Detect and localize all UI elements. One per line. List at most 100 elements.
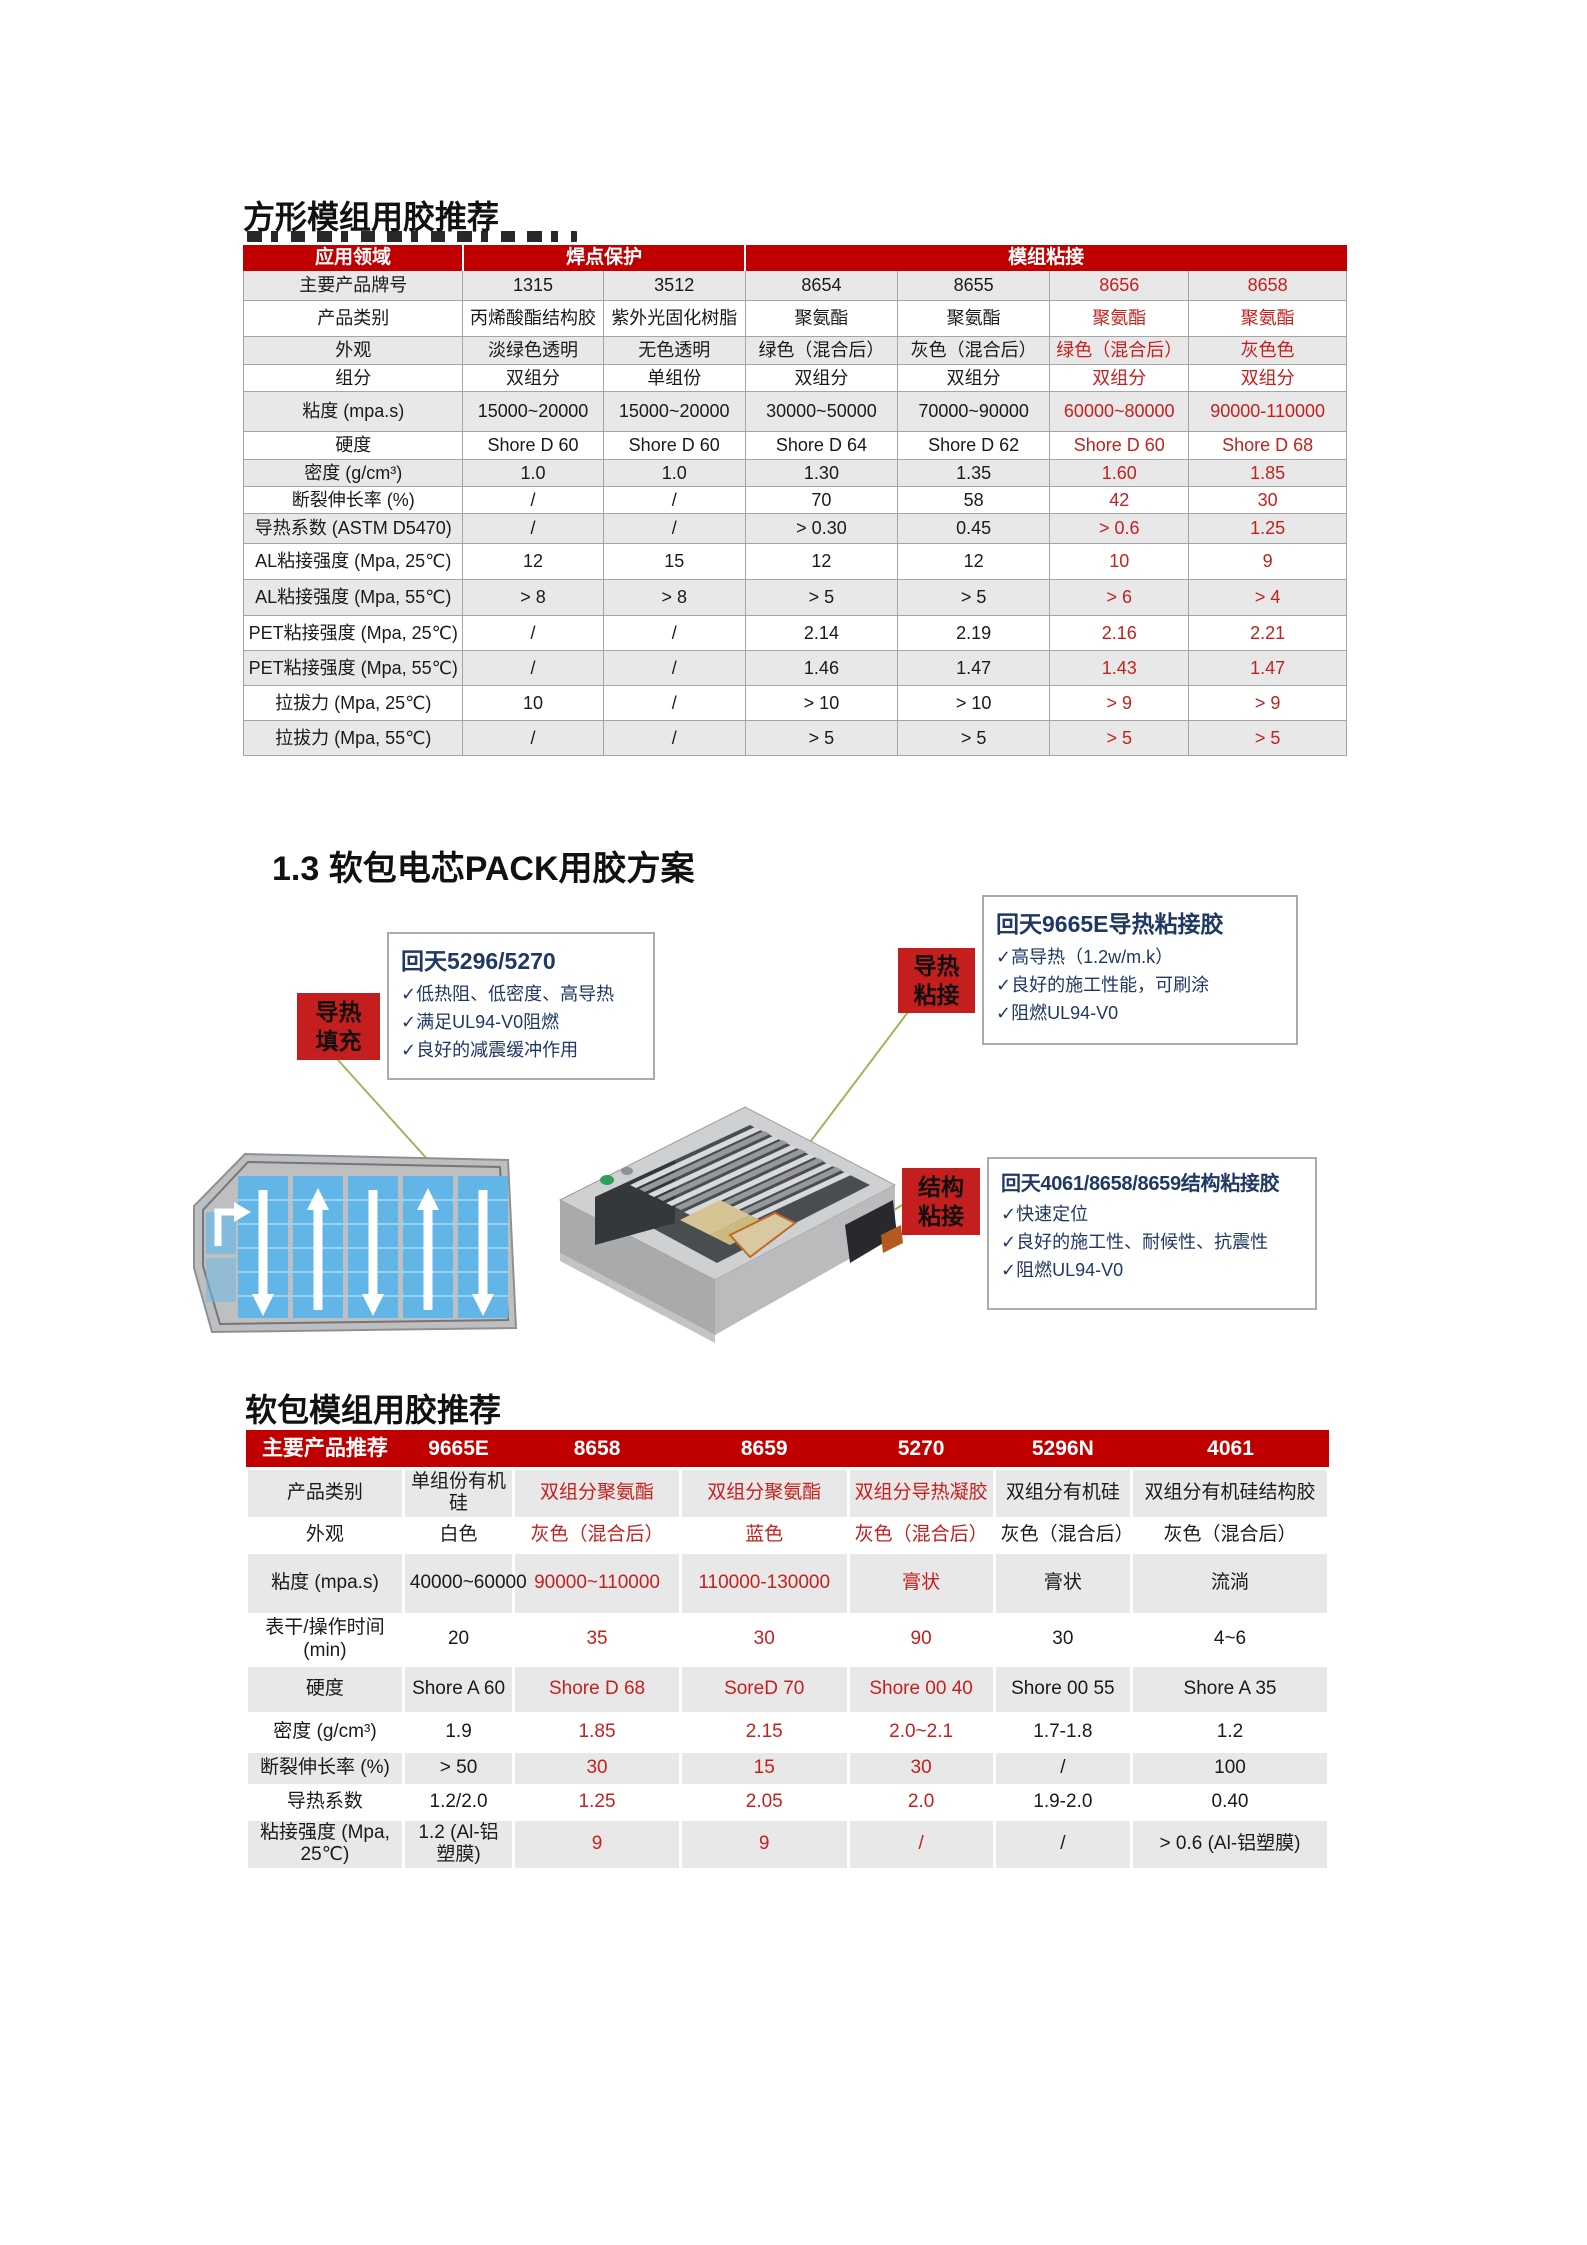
column-header: 5296N	[993, 1430, 1132, 1468]
spec-cell: 1.7-1.8	[992, 1711, 1134, 1753]
spec-cell: 1.9	[401, 1711, 516, 1753]
spec-cell: > 0.30	[744, 513, 899, 544]
spec-cell: /	[462, 486, 604, 514]
spec-cell: 15	[678, 1749, 850, 1787]
spec-cell: 2.14	[744, 615, 899, 651]
spec-cell: > 6	[1049, 579, 1190, 616]
spec-cell: 灰色（混合后）	[992, 1517, 1134, 1555]
callout-item: ✓阻燃UL94-V0	[1001, 1259, 1124, 1280]
spec-cell: 1.9-2.0	[992, 1783, 1134, 1821]
spec-cell: > 0.6	[1049, 513, 1190, 544]
spec-cell: 1.25	[512, 1783, 682, 1821]
column-header-weld-protect: 焊点保护	[461, 245, 746, 271]
spec-cell: 90	[846, 1613, 996, 1667]
spec-cell: 2.0	[846, 1783, 996, 1821]
soft-pack-table: 主要产品推荐 9665E 8658 8659 5270 5296N 4061 产…	[245, 1430, 1330, 1872]
spec-cell: 绿色（混合后）	[744, 336, 899, 365]
spec-cell: > 50	[401, 1749, 516, 1787]
battery-module-image	[558, 1106, 903, 1343]
spec-cell: 1.2	[1130, 1711, 1330, 1753]
spec-cell: Shore D 60	[462, 431, 604, 460]
table-row: 粘接强度 (Mpa, 25℃) 1.2 (Al-铝塑膜) 9 9// > 0.6 (Al…	[245, 1817, 1330, 1872]
table-row: 拉拔力 (Mpa, 25℃) 10/> 10 > 10 > 9 > 9	[242, 685, 1347, 721]
tag-line: 粘接	[913, 981, 960, 1008]
spec-cell: 4~6	[1130, 1613, 1330, 1667]
spec-cell: 双组分聚氨酯	[678, 1466, 850, 1521]
spec-row-label: PET粘接强度 (Mpa, 25℃)	[242, 615, 464, 651]
table-row: 密度 (g/cm³) 1.0 1.0 1.30 1.35 1.60 1.85	[242, 459, 1347, 487]
callout-title: 回天4061/8658/8659结构粘接胶	[1001, 1173, 1280, 1195]
spec-cell: 15	[602, 543, 746, 580]
spec-cell: 100	[1130, 1749, 1330, 1787]
spec-cell: 30	[678, 1613, 850, 1667]
spec-cell: 15000~20000	[602, 391, 746, 432]
spec-cell: 灰色（混合后）	[1130, 1517, 1330, 1555]
spec-cell: > 5	[897, 720, 1051, 756]
table-row: 产品类别 单组份有机硅 双组分聚氨酯 双组分聚氨酯 双组分导热凝胶 双组分有机硅 双组分有机…	[245, 1466, 1330, 1521]
spec-cell: > 5	[1188, 720, 1347, 756]
soft-pack-title: 软包模组用胶推荐	[245, 1392, 502, 1428]
spec-cell: Shore D 60	[1049, 431, 1190, 460]
spec-row-label: 密度 (g/cm³)	[242, 459, 464, 487]
spec-cell: /	[602, 486, 746, 514]
callout-item: ✓阻燃UL94-V0	[996, 1002, 1119, 1023]
spec-cell: 110000-130000	[678, 1551, 850, 1617]
spec-cell: 灰色（混合后）	[512, 1517, 682, 1555]
callout-item: ✓良好的减震缓冲作用	[401, 1039, 579, 1060]
spec-cell: /	[992, 1817, 1134, 1872]
spec-cell: 8656	[1049, 270, 1190, 301]
spec-cell: 紫外光固化树脂	[602, 300, 746, 337]
spec-row-label: 拉拔力 (Mpa, 55℃)	[242, 720, 464, 756]
pack-section-heading: 1.3 软包电芯PACK用胶方案	[272, 850, 695, 888]
spec-cell: Shore A 60	[401, 1663, 516, 1715]
spec-cell: 1.30	[744, 459, 899, 487]
spec-cell: 灰色色	[1188, 336, 1347, 365]
spec-row-label: 表干/操作时间 (min)	[245, 1613, 405, 1667]
callout-5296-5270: 回天5296/5270 ✓低热阻、低密度、高导热 ✓满足UL94-V0阻燃 ✓良…	[387, 932, 655, 1080]
callout-item: ✓良好的施工性能，可刷涂	[996, 974, 1210, 995]
spec-cell: 0.45	[897, 513, 1051, 544]
spec-row-label: 导热系数	[245, 1783, 405, 1821]
spec-cell: SoreD 70	[678, 1663, 850, 1715]
spec-cell: 20	[401, 1613, 516, 1667]
table-header-row: 应用领域 焊点保护 模组粘接	[242, 245, 1348, 271]
spec-cell: 8654	[744, 270, 899, 301]
spec-cell: 单组份	[602, 364, 746, 392]
spec-cell: 30	[512, 1749, 682, 1787]
battery-tray-image	[193, 1152, 518, 1334]
table-row: 产品类别 丙烯酸酯结构胶 紫外光固化树脂 聚氨酯 聚氨酯 聚氨酯 聚氨酯	[242, 300, 1347, 337]
spec-cell: 蓝色	[678, 1517, 850, 1555]
table-row: 密度 (g/cm³) 1.9 1.85 2.15 2.0~2.1 1.7-1.8 1.2	[245, 1711, 1330, 1753]
brand-row: 主要产品牌号 1315 3512 8654 8655 8656 8658	[242, 270, 1347, 301]
tag-line: 填充	[315, 1027, 362, 1054]
spec-row-label: 硬度	[245, 1663, 405, 1715]
spec-cell: 1.25	[1188, 513, 1347, 544]
spec-cell: 12	[897, 543, 1051, 580]
spec-cell: 绿色（混合后）	[1049, 336, 1190, 365]
spec-cell: 3512	[602, 270, 746, 301]
spec-cell: Shore D 60	[602, 431, 746, 460]
spec-cell: 70	[744, 486, 899, 514]
spec-cell: 双组分	[1049, 364, 1190, 392]
spec-cell: 灰色（混合后）	[846, 1517, 996, 1555]
spec-cell: 丙烯酸酯结构胶	[462, 300, 604, 337]
spec-cell: 90000-110000	[1188, 391, 1347, 432]
spec-cell: 2.21	[1188, 615, 1347, 651]
spec-cell: 1.35	[897, 459, 1051, 487]
spec-cell: 90000~110000	[512, 1551, 682, 1617]
spec-cell: /	[846, 1817, 996, 1872]
spec-cell: > 4	[1188, 579, 1347, 616]
spec-cell: Shore A 35	[1130, 1663, 1330, 1715]
table-row: 导热系数 (ASTM D5470) / / > 0.30 0.45 > 0.6 1.25	[242, 513, 1347, 544]
spec-cell: > 9	[1049, 685, 1190, 721]
spec-cell: 9	[512, 1817, 682, 1872]
spec-cell: 2.19	[897, 615, 1051, 651]
spec-row-label: 主要产品牌号	[242, 270, 464, 301]
spec-cell: 膏状	[992, 1551, 1134, 1617]
spec-cell: 双组分有机硅结构胶	[1130, 1466, 1330, 1521]
spec-cell: > 5	[744, 579, 899, 616]
tag-structural-bond: 结构 粘接	[902, 1168, 980, 1235]
column-header: 4061	[1130, 1430, 1329, 1468]
spec-cell: 1.0	[602, 459, 746, 487]
spec-cell: 2.15	[678, 1711, 850, 1753]
